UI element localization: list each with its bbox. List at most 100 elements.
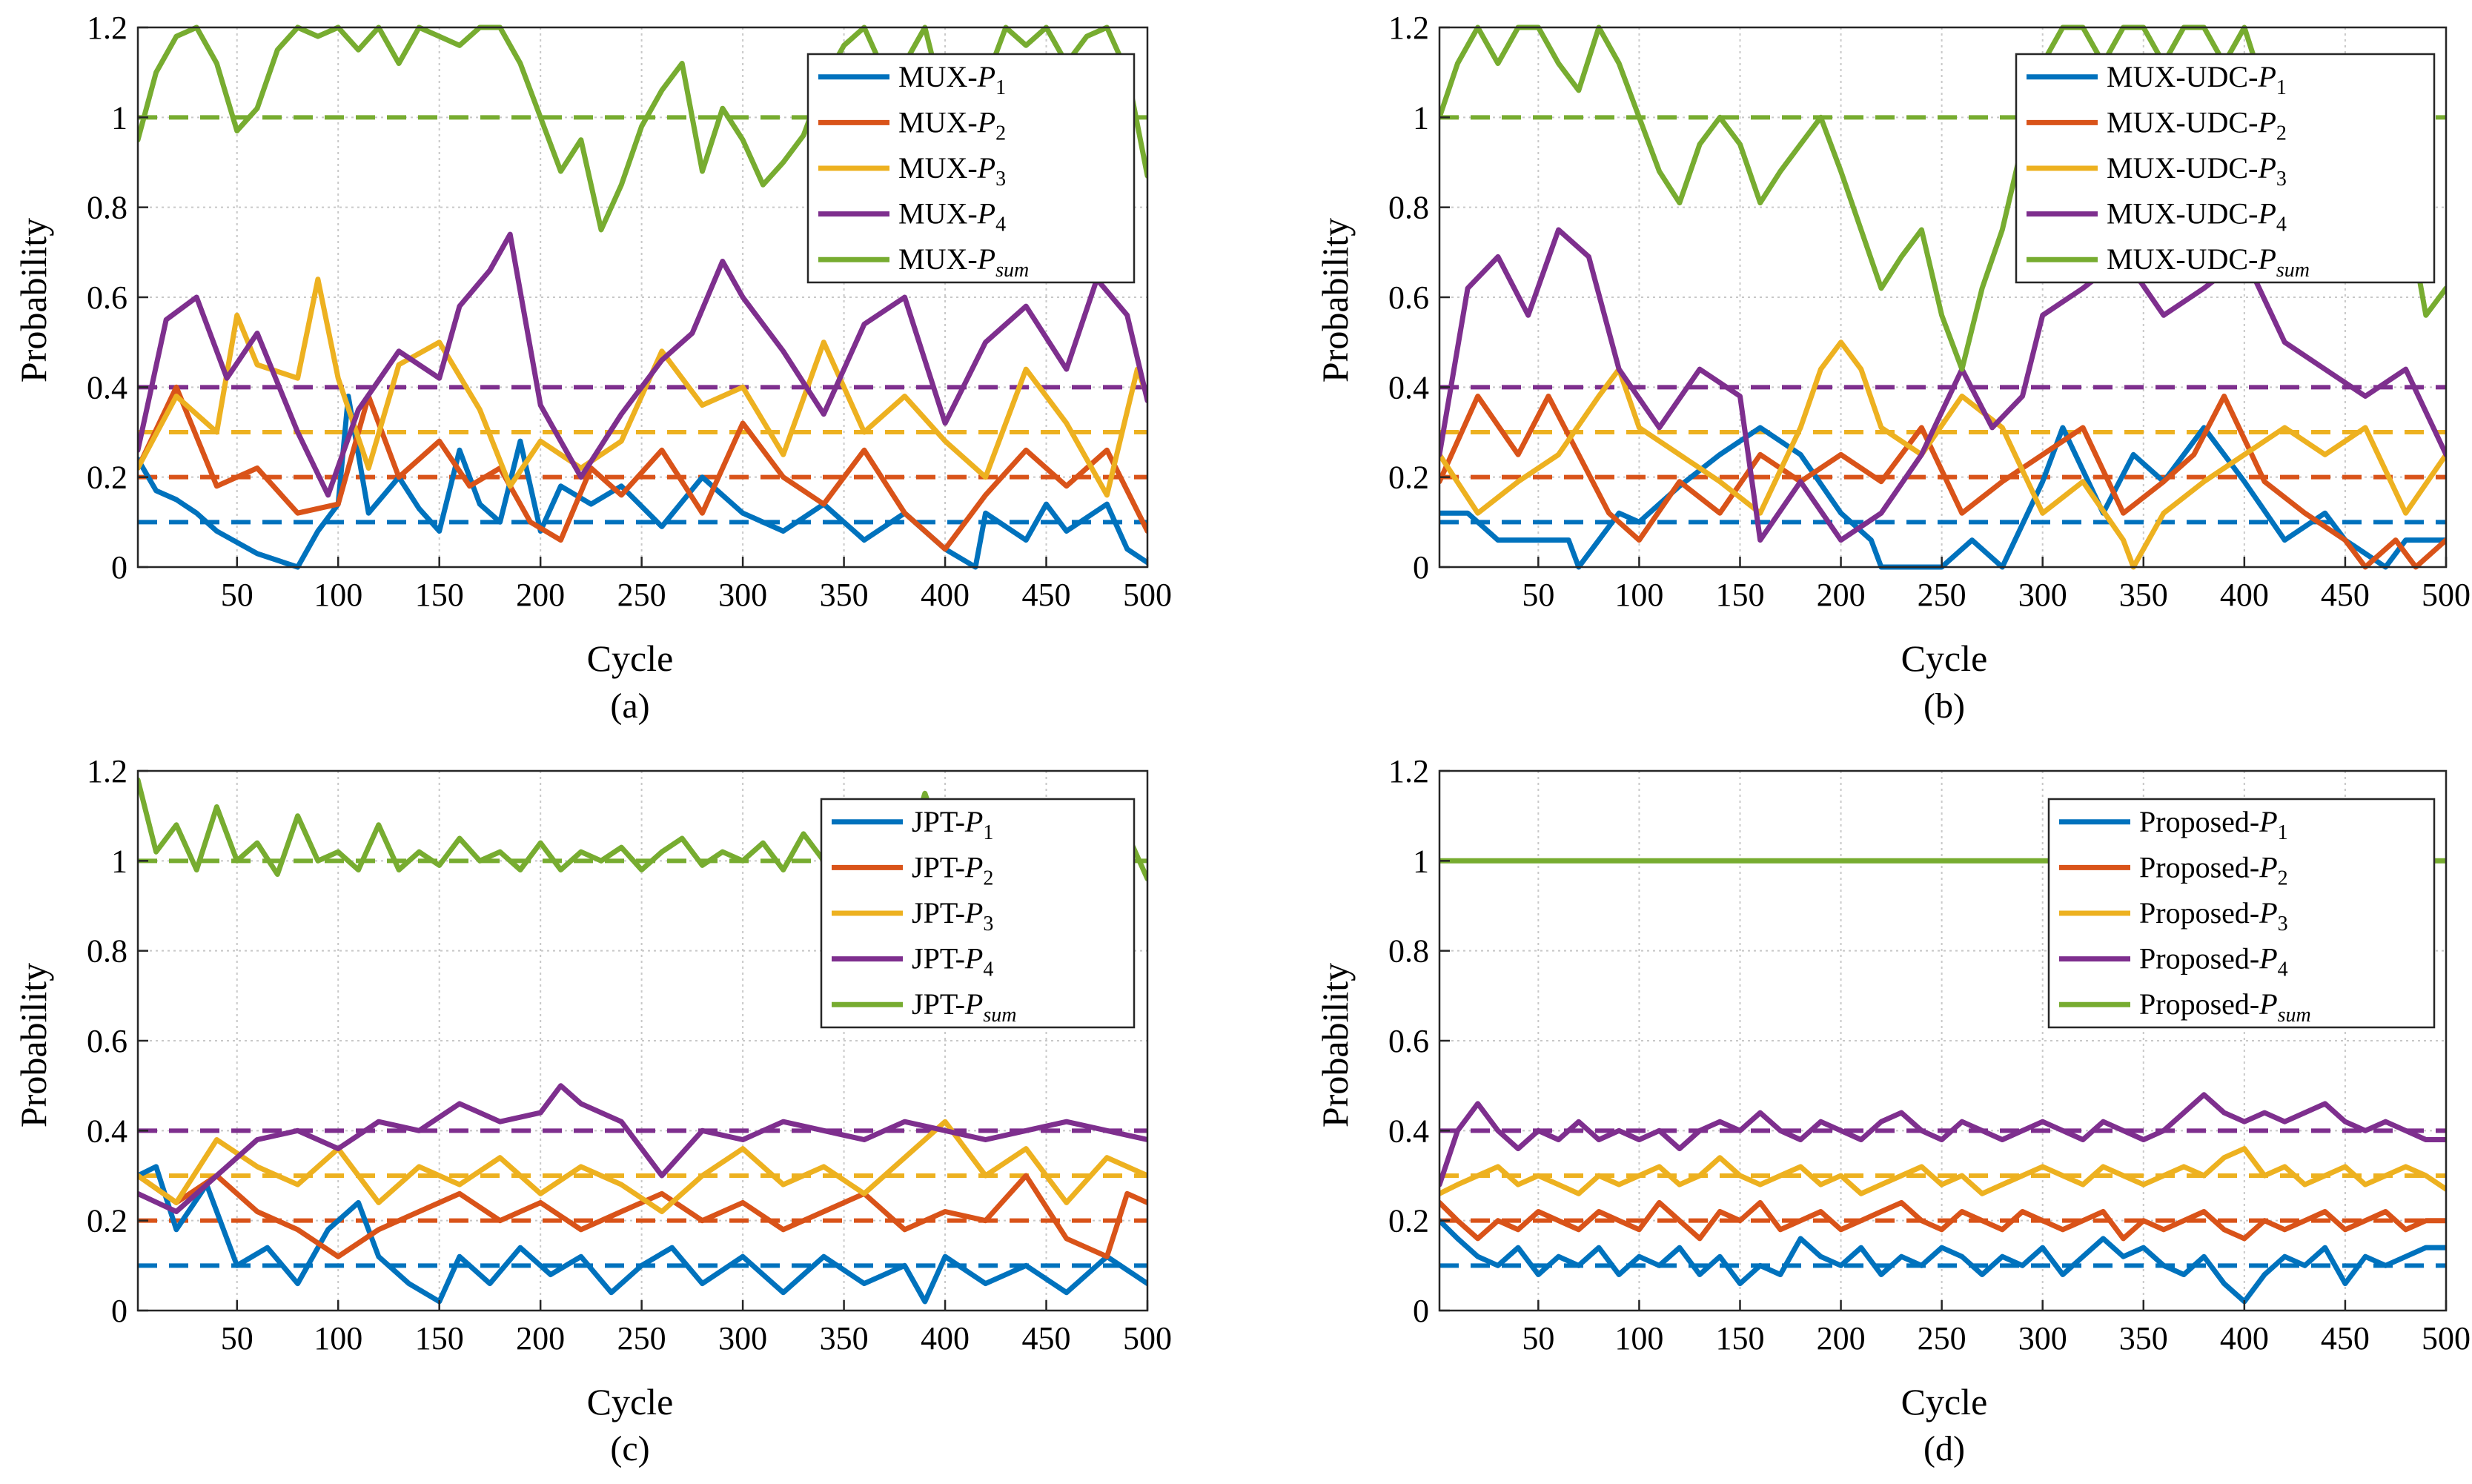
legend-label-p4: MUX-UDC-P4 xyxy=(2107,197,2287,236)
x-tick-label: 200 xyxy=(1817,577,1866,613)
x-tick-label: 350 xyxy=(2119,577,2168,613)
x-tick-label: 250 xyxy=(617,577,666,613)
y-tick-label: 0.6 xyxy=(1388,279,1429,316)
y-tick-label: 0.2 xyxy=(87,1203,127,1239)
series-line-p3 xyxy=(1439,339,2446,570)
x-tick-label: 200 xyxy=(1817,1320,1866,1357)
y-tick-label: 0.8 xyxy=(1388,190,1429,226)
panel-c-ylabel: Probability xyxy=(13,963,54,1127)
y-tick-label: 0 xyxy=(1413,1293,1429,1329)
y-tick-label: 0.6 xyxy=(87,1023,127,1059)
series-group xyxy=(1439,24,2446,570)
y-tick-label: 0 xyxy=(111,549,127,586)
x-tick-label: 450 xyxy=(2321,1320,2370,1357)
x-tick-label: 400 xyxy=(921,1320,970,1357)
panel-c-xlabel: Cycle xyxy=(587,1381,674,1422)
series-line-p1 xyxy=(138,1164,1147,1305)
x-tick-label: 350 xyxy=(2119,1320,2168,1357)
legend: JPT-P1 JPT-P2 JPT-P3 JPT-P4 JPT-Psum xyxy=(820,798,1136,1029)
panel-a-xlabel: Cycle xyxy=(587,637,674,679)
x-tick-label: 200 xyxy=(516,577,565,613)
y-tick-label: 0.4 xyxy=(1388,369,1429,405)
panel-b-xlabel: Cycle xyxy=(1901,637,1988,679)
panel-d-caption: (d) xyxy=(1923,1429,1965,1468)
series-line-p3 xyxy=(138,276,1147,498)
y-tick-label: 1.2 xyxy=(87,753,127,789)
y-tick-label: 1 xyxy=(111,99,127,136)
legend-label-p2: MUX-UDC-P2 xyxy=(2107,105,2287,145)
x-tick-label: 50 xyxy=(1522,577,1554,613)
legend-label-p2: JPT-P2 xyxy=(912,850,993,890)
series-line-p4 xyxy=(1439,227,2446,543)
x-tick-label: 500 xyxy=(2422,1320,2471,1357)
series-line-p2 xyxy=(138,384,1147,552)
x-tick-label: 450 xyxy=(1022,577,1071,613)
legend: MUX-P1 MUX-P2 MUX-P3 MUX-P4 MUX-Psum xyxy=(806,53,1136,284)
legend-label-p3: Proposed-P3 xyxy=(2139,896,2288,935)
legend-label-p3: MUX-UDC-P3 xyxy=(2107,151,2287,191)
x-tick-label: 500 xyxy=(1123,577,1172,613)
panel-b-caption: (b) xyxy=(1923,686,1965,726)
legend-label-p4: JPT-P4 xyxy=(912,942,993,981)
series-line-p2 xyxy=(1439,394,2446,570)
legend-label-p2: Proposed-P2 xyxy=(2139,850,2288,890)
x-tick-label: 50 xyxy=(221,577,254,613)
legend-label-psum: JPT-Psum xyxy=(912,987,1016,1027)
x-tick-label: 300 xyxy=(718,577,767,613)
series-line-p1 xyxy=(1439,1218,2446,1305)
y-tick-label: 0.6 xyxy=(87,279,127,316)
x-tick-label: 150 xyxy=(415,1320,464,1357)
panel-d: (d) Cycle Probability 50 100 150 200 250 300 3… xyxy=(1314,753,2471,1468)
legend-label-p3: MUX-P3 xyxy=(898,151,1006,191)
panel-a: (a) Cycle Probability 50 100 150 200 250 300 3… xyxy=(13,10,1172,726)
series-line-p4 xyxy=(138,231,1147,498)
panel-d-xlabel: Cycle xyxy=(1901,1381,1988,1422)
y-tick-label: 0 xyxy=(111,1293,127,1329)
x-tick-label: 250 xyxy=(1918,577,1966,613)
y-tick-label: 0.4 xyxy=(87,369,127,405)
x-tick-label: 350 xyxy=(820,577,869,613)
panel-b: (b) Cycle Probability 50 100 150 200 250 300 3… xyxy=(1314,10,2471,726)
series-line-p3 xyxy=(1439,1146,2446,1196)
y-tick-label: 0.6 xyxy=(1388,1023,1429,1059)
legend-label-psum: MUX-Psum xyxy=(898,242,1029,282)
x-tick-label: 100 xyxy=(1614,1320,1663,1357)
x-tick-label: 100 xyxy=(1614,577,1663,613)
x-tick-label: 200 xyxy=(516,1320,565,1357)
x-tick-label: 50 xyxy=(221,1320,254,1357)
x-tick-label: 350 xyxy=(820,1320,869,1357)
y-tick-label: 0.8 xyxy=(1388,933,1429,970)
legend-label-p4: MUX-P4 xyxy=(898,197,1006,236)
series-group xyxy=(138,24,1147,570)
x-tick-label: 150 xyxy=(1715,577,1764,613)
legend-label-psum: Proposed-Psum xyxy=(2139,987,2311,1027)
y-tick-label: 1 xyxy=(1413,99,1429,136)
series-line-p4 xyxy=(138,1083,1147,1214)
x-tick-label: 400 xyxy=(921,577,970,613)
x-tick-label: 500 xyxy=(2422,577,2471,613)
panel-c-caption: (c) xyxy=(610,1429,649,1468)
x-tick-label: 100 xyxy=(314,577,362,613)
legend-label-p4: Proposed-P4 xyxy=(2139,942,2288,981)
x-tick-label: 150 xyxy=(415,577,464,613)
legend-label-p1: Proposed-P1 xyxy=(2139,805,2288,844)
series-line-p3 xyxy=(138,1119,1147,1214)
panel-a-ylabel: Probability xyxy=(13,218,54,382)
x-tick-label: 500 xyxy=(1123,1320,1172,1357)
x-tick-label: 50 xyxy=(1522,1320,1554,1357)
series-line-p2 xyxy=(1439,1199,2446,1242)
legend: Proposed-P1 Proposed-P2 Proposed-P3 Propose… xyxy=(2047,798,2436,1029)
panel-d-ylabel: Probability xyxy=(1314,963,1356,1127)
legend-label-psum: MUX-UDC-Psum xyxy=(2107,242,2310,282)
y-tick-label: 0.2 xyxy=(1388,1203,1429,1239)
x-tick-label: 250 xyxy=(617,1320,666,1357)
y-tick-label: 1.2 xyxy=(1388,10,1429,46)
series-group xyxy=(138,777,1147,1305)
series-line-p1 xyxy=(138,394,1147,570)
x-tick-label: 400 xyxy=(2220,577,2269,613)
series-line-p2 xyxy=(138,1173,1147,1259)
x-tick-label: 400 xyxy=(2220,1320,2269,1357)
y-tick-label: 1 xyxy=(111,843,127,879)
y-tick-label: 0.2 xyxy=(87,460,127,496)
